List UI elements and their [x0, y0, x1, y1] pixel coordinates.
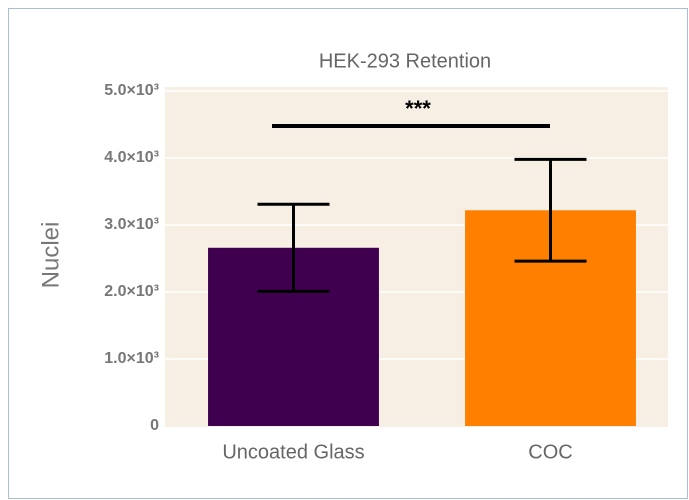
chart-title: HEK-293 Retention	[319, 50, 491, 72]
y-tick-label: 1.0×10³	[104, 350, 159, 367]
x-tick-label: Uncoated Glass	[222, 441, 364, 463]
significance-label: ***	[405, 96, 431, 121]
y-axis-label: Nuclei	[37, 222, 64, 289]
error-bar	[514, 157, 587, 263]
y-tick-label: 4.0×10³	[104, 149, 159, 166]
x-tick-label: COC	[528, 441, 572, 463]
y-tick-label: 0	[150, 417, 159, 434]
y-tick-label: 2.0×10³	[104, 283, 159, 300]
y-tick-label: 5.0×10³	[104, 82, 159, 99]
y-tick-label: 3.0×10³	[104, 216, 159, 233]
error-bar	[257, 202, 330, 293]
